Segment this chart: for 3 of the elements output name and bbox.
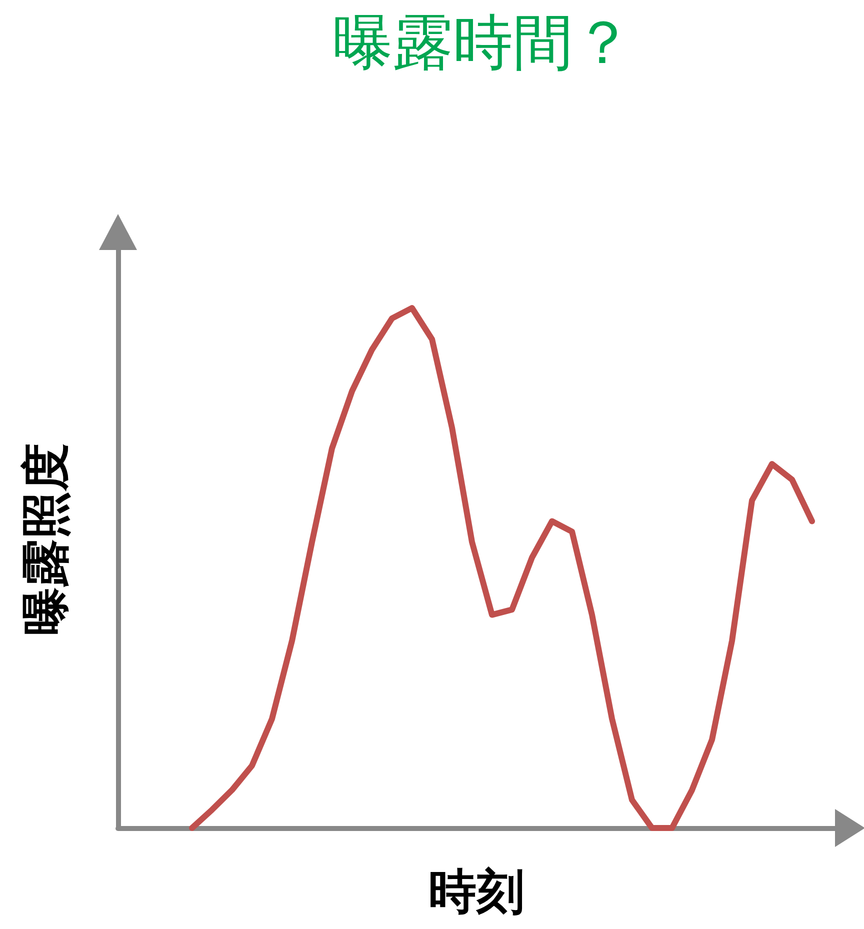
y-axis-title: 曝露照度	[18, 443, 74, 635]
chart-title: 曝露時間？	[333, 8, 633, 78]
x-axis-title: 時刻	[428, 864, 524, 920]
